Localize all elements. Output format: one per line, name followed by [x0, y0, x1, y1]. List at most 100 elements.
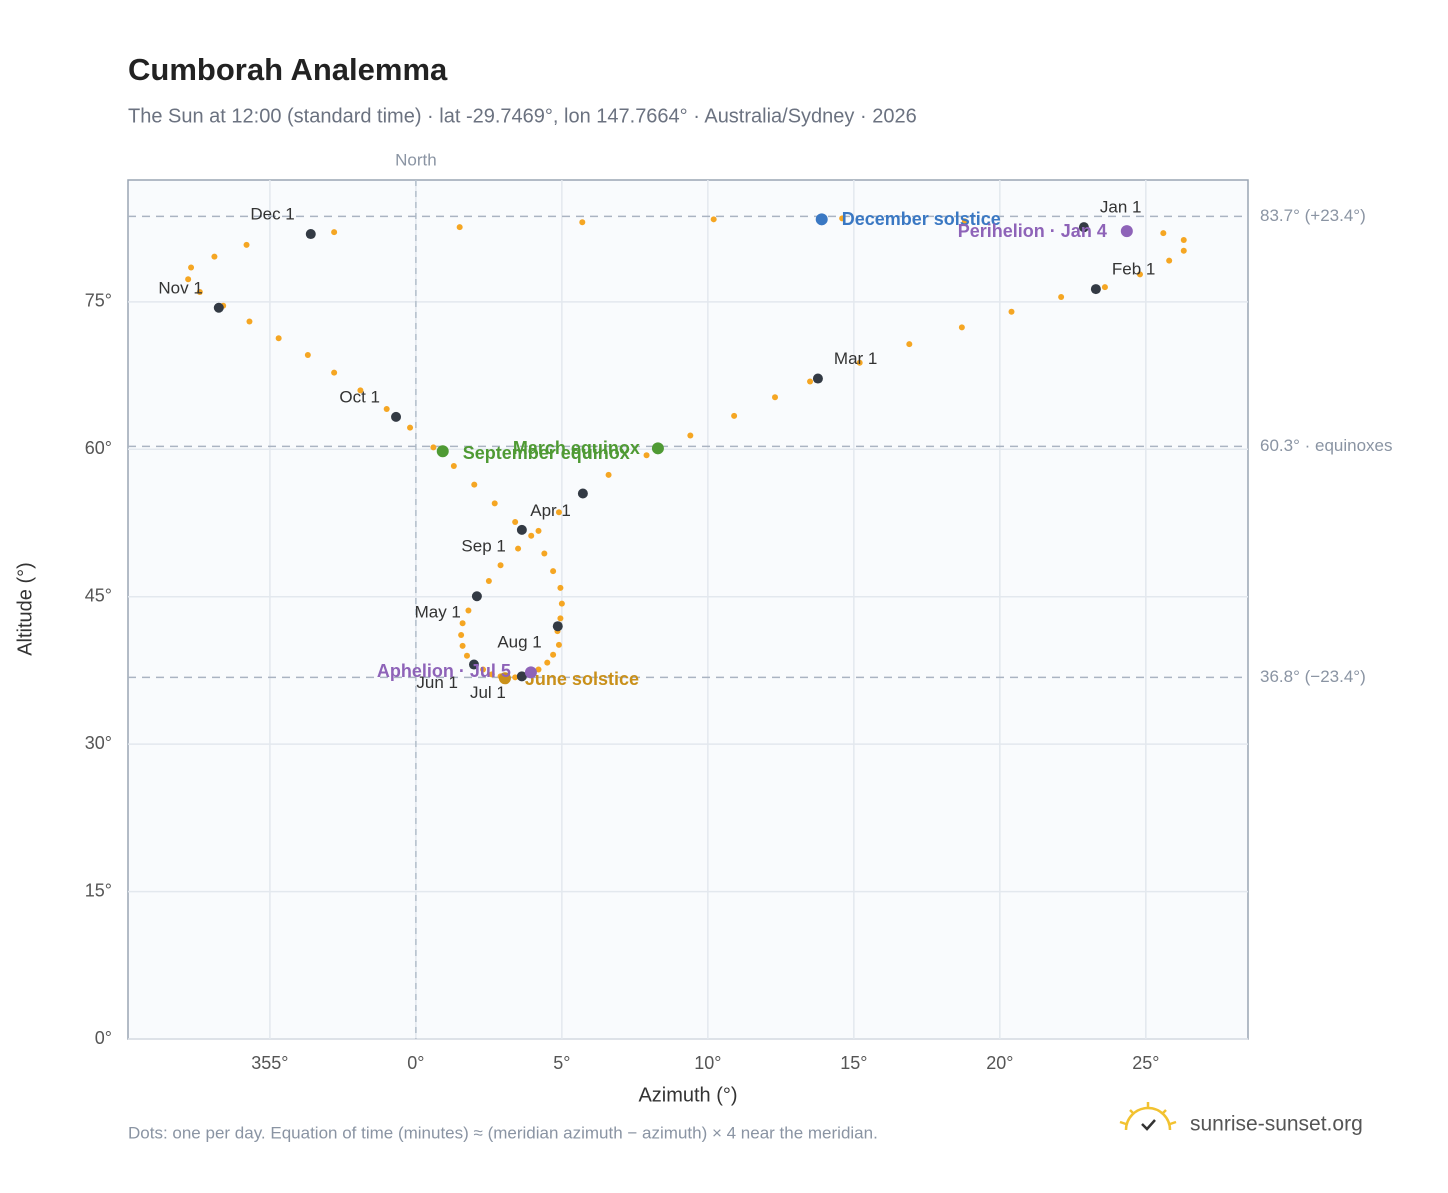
daily-dot [555, 509, 562, 516]
x-tick-label: 5° [553, 1053, 570, 1073]
daily-dot [480, 666, 487, 673]
event-label: June solstice [525, 669, 639, 689]
daily-dot [459, 620, 466, 627]
month-dot [552, 621, 563, 632]
daily-dot [491, 500, 498, 507]
reference-label: 60.3° · equinoxes [1260, 436, 1393, 455]
daily-dot [535, 666, 542, 673]
daily-dot [1180, 236, 1187, 243]
month-label: Aug 1 [497, 633, 541, 652]
month-dot [1078, 222, 1089, 233]
daily-dot [906, 341, 913, 348]
daily-dot [465, 607, 472, 614]
daily-dot [485, 577, 492, 584]
daily-dot [731, 412, 738, 419]
month-label: Oct 1 [339, 387, 380, 406]
daily-dot [807, 378, 814, 385]
brand: sunrise-sunset.org [1190, 1113, 1363, 1136]
y-tick-label: 45° [85, 585, 112, 605]
month-dot [471, 591, 482, 602]
y-tick-label: 30° [85, 733, 112, 753]
month-dot [391, 411, 402, 422]
month-label: May 1 [415, 603, 461, 622]
daily-dot [463, 652, 470, 659]
daily-dot [535, 527, 542, 534]
daily-dot [710, 216, 717, 223]
daily-dot [430, 444, 437, 451]
daily-dot [211, 253, 218, 260]
x-tick-label: 25° [1132, 1053, 1159, 1073]
daily-dot [357, 387, 364, 394]
daily-dot [772, 394, 779, 401]
daily-dot [605, 471, 612, 478]
month-label: Dec 1 [250, 205, 294, 224]
daily-dot [331, 229, 338, 236]
footnote: Dots: one per day. Equation of time (min… [128, 1123, 878, 1142]
event-label: March equinox [513, 438, 640, 458]
month-dot [577, 488, 588, 499]
month-label: Jun 1 [416, 673, 458, 692]
daily-dot [555, 641, 562, 648]
daily-dot [1180, 247, 1187, 254]
y-tick-label: 75° [85, 291, 112, 311]
daily-dot [512, 674, 519, 681]
daily-dot [512, 519, 519, 526]
reference-label: 83.7° (+23.4°) [1260, 206, 1366, 225]
daily-dot [188, 264, 195, 271]
daily-dot [557, 615, 564, 622]
daily-dot [185, 276, 192, 283]
daily-dot [1058, 293, 1065, 300]
daily-dot [471, 481, 478, 488]
daily-dot [456, 224, 463, 231]
month-dot [516, 524, 527, 535]
month-dot [305, 229, 316, 240]
daily-dot [1160, 230, 1167, 237]
daily-dot [1101, 284, 1108, 291]
month-dot [1090, 284, 1101, 295]
daily-dot [643, 452, 650, 459]
x-tick-label: 20° [986, 1053, 1013, 1073]
daily-dot [541, 550, 548, 557]
daily-dot [1166, 257, 1173, 264]
daily-dot [1008, 308, 1015, 315]
daily-dot [550, 568, 557, 575]
daily-dot [687, 432, 694, 439]
event-dot [815, 213, 828, 226]
daily-dot [407, 424, 414, 431]
daily-dot [557, 584, 564, 591]
event-label: December solstice [842, 209, 1001, 229]
daily-dot [579, 219, 586, 226]
month-dot [468, 659, 479, 670]
reference-label: 36.8° (−23.4°) [1260, 667, 1366, 686]
daily-dot [528, 532, 535, 539]
daily-dot [196, 289, 203, 296]
north-label: North [395, 150, 437, 169]
plot-area [127, 179, 1249, 1040]
month-label: Jan 1 [1100, 198, 1142, 217]
daily-dot [839, 215, 846, 222]
event-dot [524, 666, 537, 679]
event-dot [498, 672, 511, 685]
event-dot [1120, 225, 1133, 238]
daily-dot [450, 463, 457, 470]
event-label: September equinox [463, 443, 630, 463]
daily-dot [515, 545, 522, 552]
y-tick-label: 0° [95, 1028, 112, 1048]
daily-dot [544, 659, 551, 666]
x-tick-label: 15° [840, 1053, 867, 1073]
daily-dot [458, 632, 465, 639]
x-axis-label: Azimuth (°) [638, 1084, 737, 1106]
y-axis-label: Altitude (°) [14, 562, 36, 656]
month-label: Feb 1 [1112, 260, 1155, 279]
x-tick-label: 0° [407, 1053, 424, 1073]
y-tick-label: 15° [85, 880, 112, 900]
x-tick-label: 10° [694, 1053, 721, 1073]
daily-dot [497, 562, 504, 569]
month-label: Sep 1 [461, 536, 505, 555]
daily-dot [304, 351, 311, 358]
month-label: Mar 1 [834, 349, 877, 368]
month-label: Apr 1 [530, 501, 571, 520]
brand-icon [1119, 1102, 1177, 1131]
month-dot [213, 302, 224, 313]
